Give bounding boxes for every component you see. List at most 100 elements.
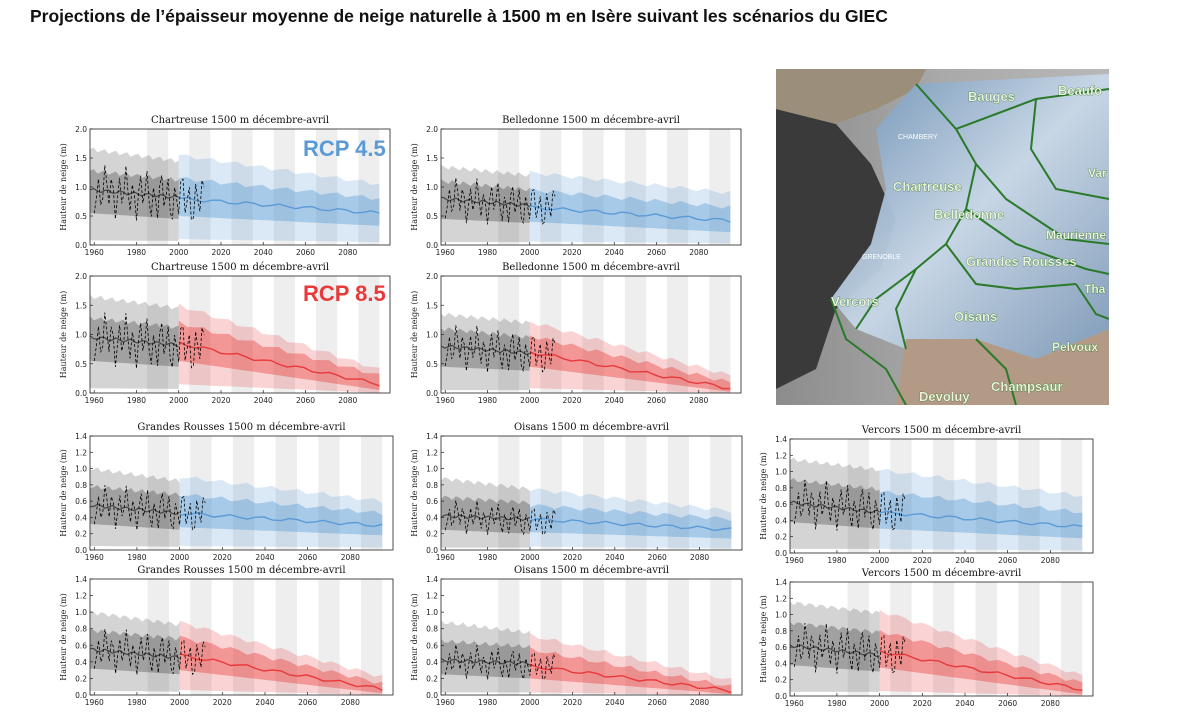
background-stripe xyxy=(583,436,605,550)
background-stripe xyxy=(190,436,212,550)
x-tick-label: 1980 xyxy=(127,553,146,562)
y-tick-label: 1.0 xyxy=(75,331,87,340)
map-label-chambery: CHAMBERY xyxy=(898,134,938,141)
y-tick-label: 0.6 xyxy=(775,643,787,652)
x-tick-label: 2020 xyxy=(213,698,232,707)
chart-oisans-rcp45: Oisans 1500 m décembre-avril 0.0 0.2 0.4 0.6… xyxy=(397,420,749,565)
page-title: Projections de l’épaisseur moyenne de ne… xyxy=(30,6,888,26)
historical-median-line xyxy=(440,513,531,522)
projection-median-line xyxy=(178,341,380,387)
x-tick-label: 2020 xyxy=(213,553,232,562)
y-tick-label: 2.0 xyxy=(426,272,438,281)
massifs-map: Bauges Beaufo CHAMBERY Chartreuse Belled… xyxy=(776,69,1110,406)
x-tick-label: 2060 xyxy=(647,396,666,405)
chart-svg: 0.0 0.2 0.4 0.6 0.8 1.0 1.2 1.4 1960 1980 2000 2020… xyxy=(759,578,1094,708)
projection-median-line xyxy=(529,205,731,223)
y-tick-label: 2.0 xyxy=(75,272,87,281)
background-stripe xyxy=(540,276,562,393)
y-tick-label: 0.2 xyxy=(775,533,787,542)
plot-frame xyxy=(89,578,394,696)
historical-inner-band xyxy=(441,638,530,679)
y-tick-label: 0.2 xyxy=(775,676,787,685)
x-tick-label: 1980 xyxy=(127,698,146,707)
chart-title: Vercors 1500 m décembre-avril xyxy=(861,568,1022,579)
x-tick-label: 1980 xyxy=(827,556,846,565)
background-stripe xyxy=(625,579,647,695)
x-tick-label: 2060 xyxy=(298,698,317,707)
x-tick-label: 2000 xyxy=(520,396,539,405)
historical-outer-band xyxy=(90,610,180,692)
x-tick-label: 2040 xyxy=(605,553,624,562)
projection-median-line xyxy=(179,512,383,528)
background-stripe xyxy=(709,276,731,393)
chart-svg: 0.0 0.2 0.4 0.6 0.8 1.0 1.2 1.4 1960 1980 2000 2020… xyxy=(410,575,743,707)
y-tick-label: 1.2 xyxy=(75,448,87,457)
x-tick-label: 1960 xyxy=(436,248,455,257)
projection-inner-band xyxy=(879,490,1083,539)
x-tick-label: 2040 xyxy=(254,396,273,405)
y-tick-label: 1.2 xyxy=(775,451,787,460)
background-stripe xyxy=(147,129,169,245)
projection-outer-band xyxy=(179,620,383,695)
chart-oisans-rcp85: Oisans 1500 m décembre-avril 0.0 0.2 0.4 0.6… xyxy=(397,565,749,710)
map-label-var: Var xyxy=(1088,166,1107,180)
y-tick-label: 1.0 xyxy=(75,465,87,474)
chart-belledonne-rcp45: Belledonne 1500 m décembre-avril 0.0 0.5 1.… xyxy=(397,113,749,258)
x-tick-label: 2020 xyxy=(563,553,582,562)
plot-frame xyxy=(789,438,1094,554)
historical-median-line xyxy=(90,503,180,515)
historical-median-line xyxy=(89,187,179,199)
x-tick-label: 2060 xyxy=(296,396,315,405)
y-tick-label: 1.4 xyxy=(775,578,787,587)
x-tick-label: 2080 xyxy=(689,248,708,257)
x-tick-label: 2000 xyxy=(169,248,188,257)
x-tick-label: 2060 xyxy=(296,248,315,257)
chart-title: Oisans 1500 m décembre-avril xyxy=(513,422,670,433)
projection-outer-band xyxy=(179,476,383,548)
background-stripe xyxy=(667,276,689,393)
projection-inner-band xyxy=(529,187,731,233)
y-tick-label: 0.4 xyxy=(75,513,87,522)
background-stripe xyxy=(932,439,955,553)
historical-inner-band xyxy=(790,477,880,529)
chart-grandes-rousses-rcp85: Grandes Rousses 1500 m décembre-avril 0.0… xyxy=(48,565,400,710)
background-stripe xyxy=(360,579,383,695)
projection-median-line xyxy=(179,653,383,691)
y-tick-label: 1.0 xyxy=(75,608,87,617)
background-stripe xyxy=(709,129,731,245)
x-tick-label: 2060 xyxy=(647,248,666,257)
background-stripe xyxy=(231,129,253,245)
x-tick-label: 2060 xyxy=(648,553,667,562)
background-stripe xyxy=(316,276,338,393)
historical-outer-band xyxy=(441,619,530,693)
background-stripe xyxy=(1060,439,1083,553)
y-axis-label: Hauteur de neige (m) xyxy=(59,449,68,536)
y-tick-label: 0.5 xyxy=(426,212,438,221)
x-tick-label: 2080 xyxy=(1041,556,1060,565)
y-tick-label: 1.2 xyxy=(75,592,87,601)
x-tick-label: 2000 xyxy=(170,553,189,562)
y-tick-label: 0.4 xyxy=(775,659,787,668)
x-tick-label: 2040 xyxy=(605,248,624,257)
historical-outer-band xyxy=(441,477,530,548)
map-south-region xyxy=(896,329,1109,405)
historical-outer-band xyxy=(90,467,180,547)
background-stripe xyxy=(540,579,562,695)
y-axis-label: Hauteur de neige (m) xyxy=(759,452,768,539)
y-tick-label: 1.4 xyxy=(775,435,787,444)
x-tick-label: 2020 xyxy=(211,248,230,257)
chart-belledonne-rcp85: Belledonne 1500 m décembre-avril 0.0 0.5 1.… xyxy=(397,262,749,407)
background-stripe xyxy=(190,579,212,695)
chart-vercors-rcp45: Vercors 1500 m décembre-avril 0.0 0.2 0.4 0.… xyxy=(748,425,1098,565)
y-tick-label: 0.0 xyxy=(75,241,87,250)
x-tick-label: 2080 xyxy=(338,248,357,257)
x-tick-label: 1960 xyxy=(85,396,104,405)
observation-line xyxy=(444,644,556,681)
background-stripe xyxy=(498,129,520,245)
observation-line xyxy=(793,479,906,531)
x-tick-label: 2060 xyxy=(298,553,317,562)
y-tick-label: 1.4 xyxy=(426,432,438,441)
y-tick-label: 0.4 xyxy=(75,658,87,667)
x-tick-label: 1960 xyxy=(785,556,804,565)
chart-svg: 0.0 0.5 1.0 1.5 2.0 1960 1980 2000 2020 2040 2060 2… xyxy=(59,272,391,405)
